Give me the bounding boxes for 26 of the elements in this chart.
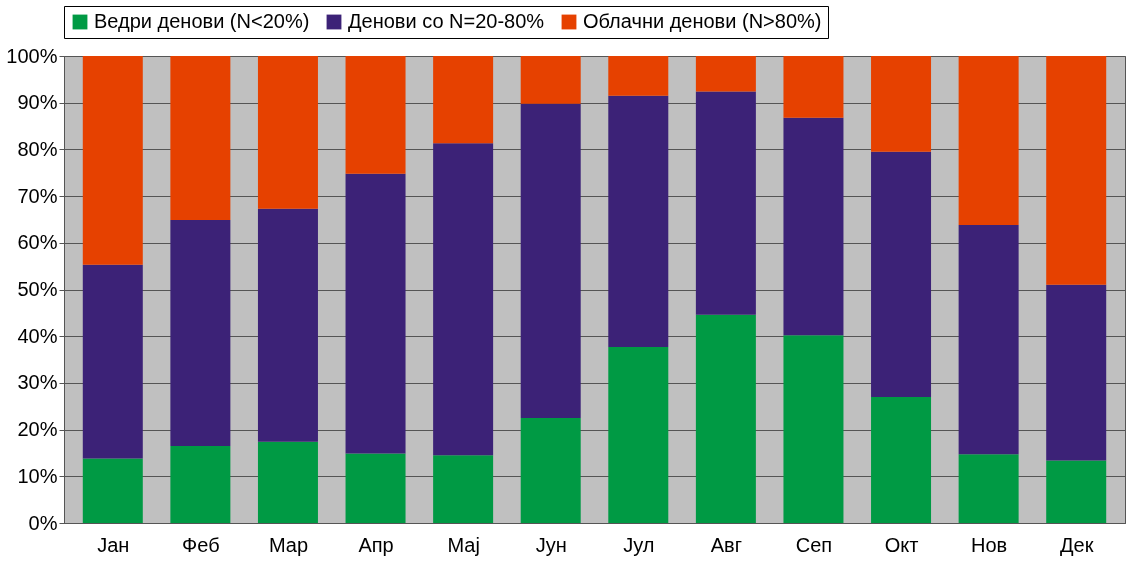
y-tick-label: 20% — [17, 418, 58, 441]
x-tick-label: Окт — [884, 533, 919, 556]
x-tick-label: Мај — [447, 533, 480, 556]
x-tick-label: Мар — [268, 533, 309, 556]
legend-label: Ведри денови (N<20%) — [94, 10, 310, 32]
x-tick-label: Сеп — [795, 533, 833, 556]
y-tick-label: 90% — [17, 91, 58, 114]
x-tick-label: Јул — [623, 533, 655, 556]
x-tick-label: Дек — [1060, 533, 1094, 556]
y-tick-label: 70% — [17, 184, 58, 207]
y-tick-label: 10% — [17, 464, 58, 487]
y-tick-label: 60% — [17, 231, 58, 254]
y-tick-label: 80% — [17, 137, 58, 160]
legend-label: Денови со N=20-80% — [348, 10, 545, 32]
x-tick-label: Авг — [710, 533, 743, 556]
x-tick-label: Феб — [182, 533, 220, 556]
x-tick-label: Апр — [358, 533, 394, 556]
x-tick-label: Јун — [535, 533, 567, 556]
legend-label: Облачни денови (N>80%) — [583, 10, 822, 32]
x-tick-label: Нов — [971, 533, 1008, 556]
y-tick-label: 0% — [28, 511, 58, 534]
y-tick-label: 40% — [17, 324, 58, 347]
y-tick-label: 30% — [17, 371, 58, 394]
y-tick-label: 50% — [17, 278, 58, 300]
y-tick-label: 100% — [6, 44, 58, 67]
x-tick-label: Јан — [97, 533, 130, 556]
